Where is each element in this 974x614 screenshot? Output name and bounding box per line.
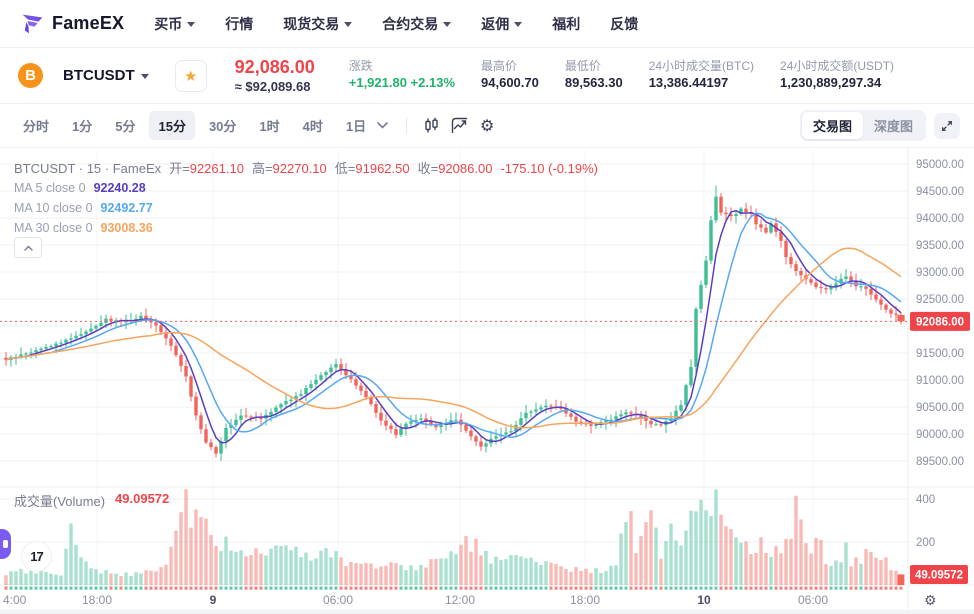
- btc-coin-icon: B: [18, 63, 43, 88]
- svg-text:93500.00: 93500.00: [916, 240, 964, 252]
- side-widget-tab[interactable]: [0, 529, 11, 559]
- stat-change: 涨跌 +1,921.80 +2.13%: [348, 59, 456, 90]
- tab-depth-chart[interactable]: 深度图: [873, 119, 913, 134]
- price-usd-approx: ≈ $92,089.68: [234, 78, 311, 94]
- svg-text:92086.00: 92086.00: [916, 316, 964, 328]
- svg-text:91000.00: 91000.00: [916, 375, 964, 387]
- chevron-down-icon: [344, 22, 353, 27]
- svg-text:89500.00: 89500.00: [916, 456, 964, 468]
- fameex-logo-icon: [20, 11, 45, 36]
- menu-item-buy[interactable]: 买币: [154, 14, 196, 34]
- tradingview-logo[interactable]: 17: [22, 542, 51, 571]
- interval-more-chevron-icon[interactable]: [377, 122, 388, 129]
- interval-5m[interactable]: 5分: [115, 119, 136, 134]
- svg-text:94500.00: 94500.00: [916, 186, 964, 198]
- chevron-down-icon: [140, 74, 149, 79]
- svg-text:95000.00: 95000.00: [916, 159, 964, 171]
- interval-time[interactable]: 分时: [23, 119, 50, 134]
- symbol-selector[interactable]: BTCUSDT: [63, 67, 149, 84]
- stat-high: 最高价 94,600.70: [481, 59, 539, 90]
- chart-legend: BTCUSDT · 15 · FameEx 开=92261.10 高=92270…: [14, 158, 598, 177]
- stat-volume-btc: 24小时成交量(BTC) 13,386.44197: [648, 59, 755, 90]
- chevron-down-icon: [187, 22, 196, 27]
- volume-legend-value: 49.09572: [115, 491, 170, 506]
- stat-low: 最低价 89,563.30: [564, 59, 623, 90]
- svg-text:18:00: 18:00: [82, 593, 112, 607]
- ticker-stats: 涨跌 +1,921.80 +2.13% 最高价 94,600.70 最低价 89…: [349, 59, 894, 91]
- interval-1d[interactable]: 1日: [345, 119, 367, 134]
- svg-text:90500.00: 90500.00: [916, 402, 964, 414]
- main-menu: 买币 行情 现货交易 合约交易 返佣 福利 反馈: [154, 14, 638, 34]
- interval-1h[interactable]: 1时: [259, 119, 280, 134]
- interval-15m[interactable]: 15分: [149, 111, 195, 140]
- menu-item-rewards[interactable]: 福利: [552, 15, 581, 32]
- symbol-name: BTCUSDT: [63, 67, 135, 84]
- brand-name: FameEX: [52, 13, 125, 33]
- legend-low: 低=91962.50: [334, 161, 410, 176]
- svg-text:9: 9: [210, 593, 217, 607]
- tab-trade-chart[interactable]: 交易图: [801, 112, 863, 139]
- svg-text:49.09572: 49.09572: [915, 569, 963, 581]
- svg-text:90000.00: 90000.00: [916, 429, 964, 441]
- candlestick-style-icon[interactable]: [417, 112, 445, 140]
- ma30-row: MA 30 close 0 93008.36: [14, 221, 153, 235]
- legend-close: 收=92086.00: [417, 161, 493, 176]
- last-price: 92,086.00: [234, 57, 315, 78]
- line-chart-icon[interactable]: [445, 112, 473, 140]
- top-nav: FameEX 买币 行情 现货交易 合约交易 返佣 福利 反馈: [0, 0, 974, 48]
- menu-item-futures[interactable]: 合约交易: [382, 14, 452, 34]
- svg-text:91500.00: 91500.00: [916, 348, 964, 360]
- chevron-down-icon: [514, 22, 523, 27]
- candlestick-chart-canvas[interactable]: 95000.00 94500.00 94000.00 93500.00 93000.00…: [0, 148, 974, 614]
- svg-text:⚙: ⚙: [924, 592, 937, 608]
- stat-turnover-usdt: 24小时成交额(USDT) 1,230,889,297.34: [780, 59, 895, 90]
- favorite-button[interactable]: ★: [174, 59, 207, 92]
- ma5-row: MA 5 close 0 92240.28: [14, 181, 146, 195]
- svg-text:06:00: 06:00: [798, 593, 828, 607]
- interval-1m[interactable]: 1分: [72, 119, 93, 134]
- svg-text:92500.00: 92500.00: [916, 294, 964, 306]
- svg-text:4:00: 4:00: [3, 593, 27, 607]
- volume-legend-title: 成交量(Volume): [14, 494, 106, 509]
- ma30-value: 93008.36: [100, 221, 153, 235]
- ma10-value: 92492.77: [100, 201, 153, 215]
- fullscreen-expand-icon[interactable]: [934, 112, 960, 139]
- ma10-row: MA 10 close 0 92492.77: [14, 201, 153, 215]
- brand-logo[interactable]: FameEX: [20, 11, 124, 36]
- svg-text:400: 400: [916, 494, 935, 506]
- legend-change: -175.10 (-0.19%): [500, 161, 598, 176]
- chevron-down-icon: [443, 22, 452, 27]
- legend-open: 开=92261.10: [169, 161, 244, 176]
- svg-text:18:00: 18:00: [570, 593, 600, 607]
- menu-item-markets[interactable]: 行情: [225, 15, 254, 32]
- right-tools: 交易图 深度图: [799, 110, 960, 141]
- interval-4h[interactable]: 4时: [302, 119, 323, 134]
- toolbar-divider: [406, 117, 408, 134]
- menu-item-referral[interactable]: 返佣: [481, 14, 523, 34]
- chart-region[interactable]: 95000.00 94500.00 94000.00 93500.00 93000.00…: [0, 148, 974, 614]
- svg-text:200: 200: [916, 537, 935, 549]
- price-block: 92,086.00 ≈ $92,089.68: [235, 56, 315, 95]
- chart-type-switch: 交易图 深度图: [799, 110, 926, 141]
- volume-legend: 成交量(Volume) 49.09572: [14, 491, 169, 510]
- ma5-value: 92240.28: [93, 181, 146, 195]
- svg-text:06:00: 06:00: [323, 593, 353, 607]
- menu-item-feedback[interactable]: 反馈: [610, 15, 639, 32]
- interval-30m[interactable]: 30分: [208, 119, 237, 134]
- ticker-bar: B BTCUSDT ★ 92,086.00 ≈ $92,089.68 涨跌 +1…: [0, 48, 974, 104]
- collapse-indicators-button[interactable]: [14, 237, 42, 258]
- chart-settings-gear-icon[interactable]: ⚙: [479, 117, 495, 135]
- svg-text:10: 10: [697, 593, 711, 607]
- legend-high: 高=92270.10: [251, 161, 327, 176]
- svg-text:94000.00: 94000.00: [916, 213, 964, 225]
- menu-item-spot[interactable]: 现货交易: [283, 14, 353, 34]
- svg-text:93000.00: 93000.00: [916, 267, 964, 279]
- svg-text:12:00: 12:00: [445, 593, 475, 607]
- chart-toolbar: 分时 1分 5分 15分 30分 1时 4时 1日 ⚙: [0, 104, 974, 148]
- legend-title: BTCUSDT · 15 · FameEx: [14, 161, 162, 176]
